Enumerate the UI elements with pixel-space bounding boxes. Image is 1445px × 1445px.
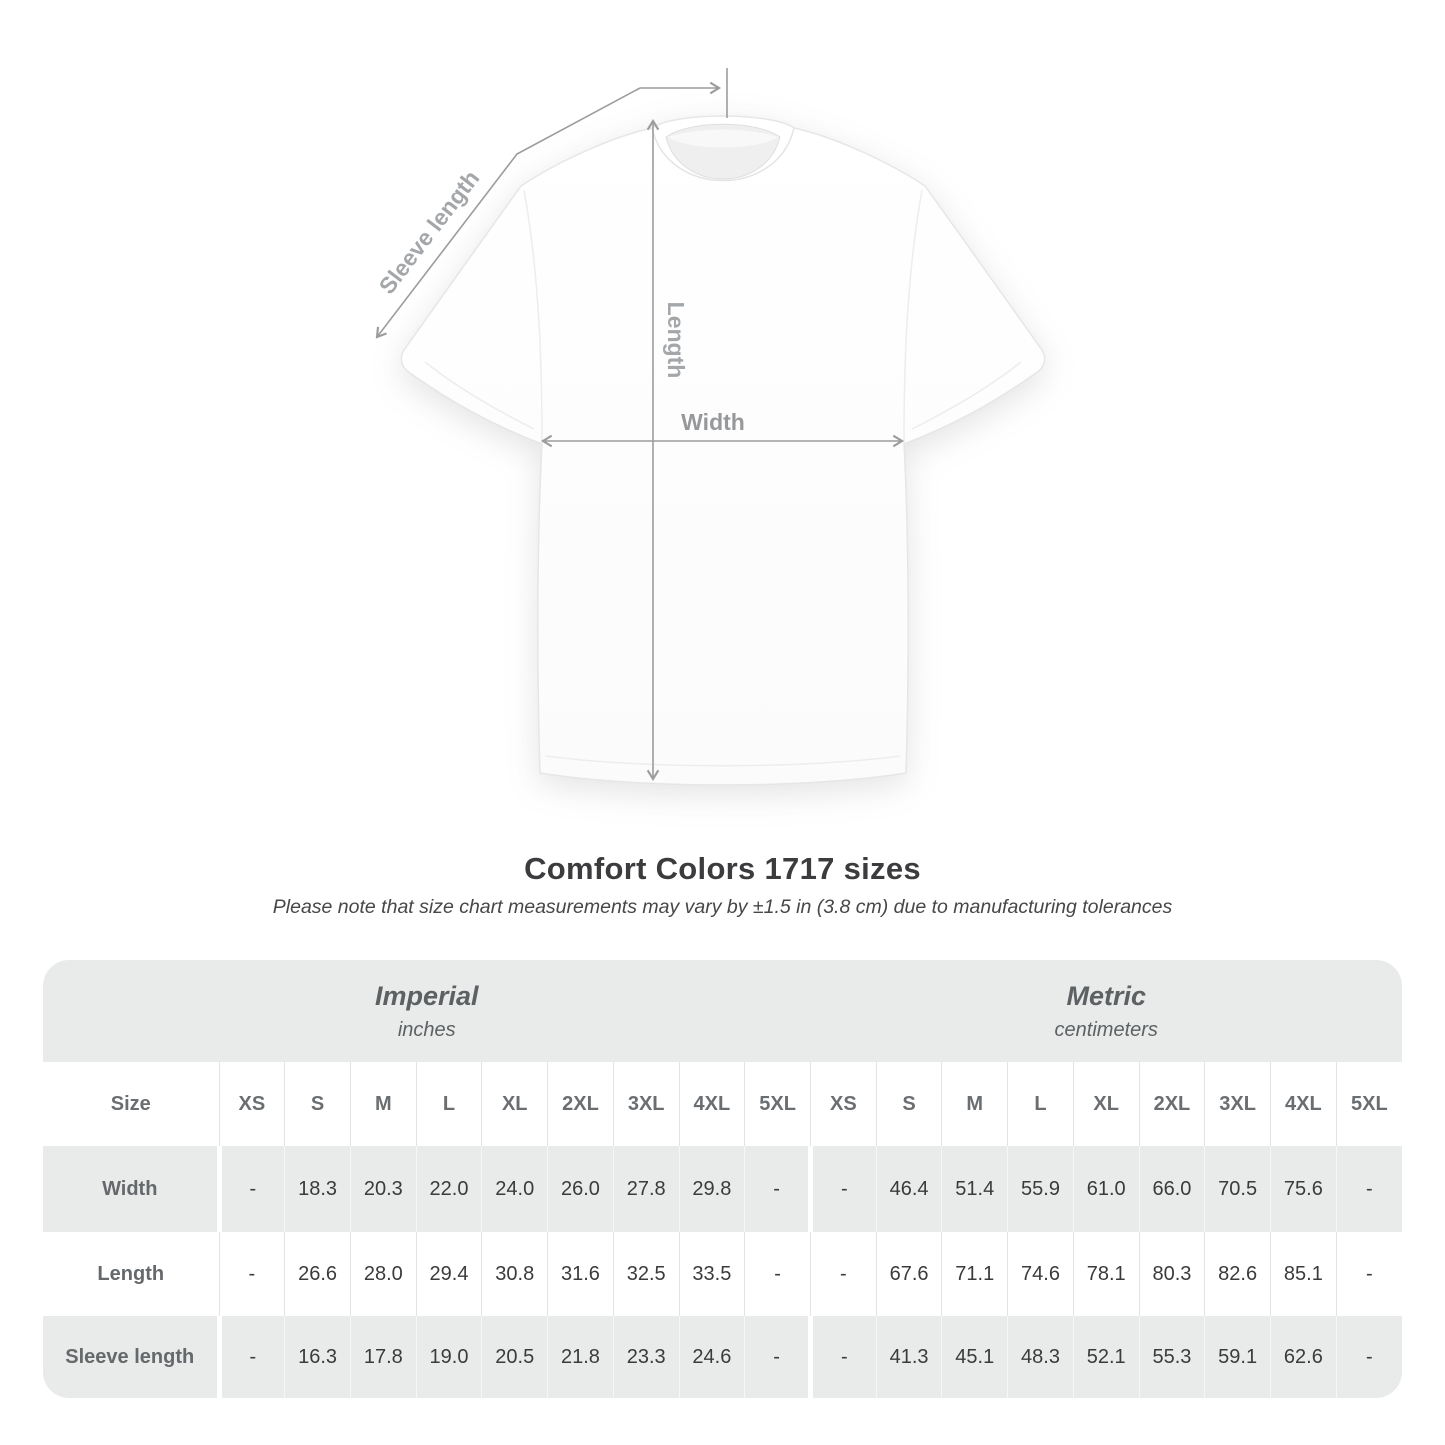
sleeve-length-line [375, 87, 641, 339]
value-cell: 27.8 [612, 1146, 680, 1232]
imperial-header: Imperial inches [43, 960, 810, 1062]
sizes-header-row: Size XS S M L XL 2XL 3XL 4XL 5XL XS S M … [43, 1062, 1402, 1146]
size-header: XL [481, 1062, 548, 1146]
value-cell: - [744, 1316, 811, 1398]
row-label: Sleeve length [65, 1345, 195, 1368]
width-label: Width [681, 409, 745, 435]
tshirt-diagram: Sleeve length Length Width [374, 68, 1046, 786]
value-cell: 67.6 [875, 1232, 942, 1316]
value-cell: 19.0 [415, 1316, 482, 1398]
value-cell: 80.3 [1138, 1232, 1205, 1316]
size-header: 4XL [678, 1062, 745, 1146]
value-cell: 33.5 [678, 1232, 745, 1316]
size-header: 5XL [744, 1062, 811, 1146]
value-cell: 29.4 [415, 1232, 482, 1316]
value-cell: 46.4 [875, 1146, 942, 1232]
measurement-overlay [375, 68, 905, 782]
value-cell: 26.0 [547, 1146, 614, 1232]
value-cell: - [216, 1146, 285, 1232]
value-cell: 78.1 [1072, 1232, 1140, 1316]
value-cell: 18.3 [284, 1146, 351, 1232]
table-row-width: Width - 18.3 20.3 22.0 24.0 26.0 27.8 29… [43, 1146, 1402, 1232]
tolerance-note: Please note that size chart measurements… [272, 896, 1173, 918]
value-cell: 82.6 [1204, 1232, 1271, 1316]
value-cell: 41.3 [875, 1316, 942, 1398]
value-cell: 75.6 [1270, 1146, 1337, 1232]
value-cell: - [744, 1146, 811, 1232]
value-cell: 24.6 [678, 1316, 745, 1398]
value-cell: 22.0 [415, 1146, 482, 1232]
size-header: 2XL [547, 1062, 614, 1146]
value-cell: - [744, 1232, 811, 1316]
length-label: Length [663, 302, 689, 379]
value-cell: 51.4 [941, 1146, 1008, 1232]
value-cell: 70.5 [1204, 1146, 1271, 1232]
imperial-label: Imperial [374, 980, 479, 1011]
size-header: 3XL [1204, 1062, 1271, 1146]
value-cell: - [1335, 1232, 1402, 1316]
value-cell: 59.1 [1204, 1316, 1271, 1398]
table-row-length: Length - 26.6 28.0 29.4 30.8 31.6 32.5 3… [43, 1232, 1402, 1316]
value-cell: - [1335, 1316, 1402, 1398]
value-cell: 85.1 [1270, 1232, 1337, 1316]
size-header: XS [809, 1062, 877, 1146]
size-header: XL [1072, 1062, 1140, 1146]
value-cell: 48.3 [1007, 1316, 1074, 1398]
metric-unit: centimeters [1054, 1018, 1158, 1041]
size-header: 4XL [1270, 1062, 1337, 1146]
value-cell: 31.6 [547, 1232, 614, 1316]
value-cell: 61.0 [1072, 1146, 1140, 1232]
value-cell: 23.3 [612, 1316, 680, 1398]
size-header: 2XL [1138, 1062, 1205, 1146]
value-cell: 45.1 [941, 1316, 1008, 1398]
size-chart-container: Imperial inches Metric centimeters Size … [43, 960, 1402, 1398]
value-cell: 30.8 [481, 1232, 548, 1316]
size-header: 3XL [612, 1062, 680, 1146]
size-header: L [1007, 1062, 1074, 1146]
value-cell: - [807, 1146, 877, 1232]
value-cell: 55.3 [1138, 1316, 1205, 1398]
metric-label: Metric [1066, 980, 1146, 1011]
size-header: 5XL [1335, 1062, 1402, 1146]
metric-header: Metric centimeters [810, 960, 1402, 1062]
size-header: M [941, 1062, 1008, 1146]
value-cell: - [807, 1316, 877, 1398]
size-header: S [284, 1062, 351, 1146]
value-cell: 55.9 [1007, 1146, 1074, 1232]
value-cell: 71.1 [941, 1232, 1008, 1316]
value-cell: 52.1 [1072, 1316, 1140, 1398]
imperial-unit: inches [397, 1018, 456, 1041]
size-header: XS [218, 1062, 285, 1146]
value-cell: - [216, 1316, 285, 1398]
value-cell: - [1335, 1146, 1402, 1232]
row-label: Length [97, 1262, 165, 1285]
units-header-row: Imperial inches Metric centimeters [43, 960, 1402, 1062]
value-cell: 74.6 [1007, 1232, 1074, 1316]
value-cell: 62.6 [1270, 1316, 1337, 1398]
size-header: M [349, 1062, 417, 1146]
value-cell: 24.0 [481, 1146, 548, 1232]
value-cell: 16.3 [284, 1316, 351, 1398]
page-title: Comfort Colors 1717 sizes [524, 851, 921, 886]
value-cell: 66.0 [1138, 1146, 1205, 1232]
value-cell: 17.8 [349, 1316, 417, 1398]
table-row-sleeve-length: Sleeve length - 16.3 17.8 19.0 20.5 21.8… [43, 1316, 1402, 1398]
tshirt-graphic [400, 115, 1046, 786]
value-cell: 29.8 [678, 1146, 745, 1232]
value-cell: 28.0 [349, 1232, 417, 1316]
value-cell: 26.6 [284, 1232, 351, 1316]
value-cell: - [809, 1232, 877, 1316]
row-label: Width [102, 1177, 158, 1200]
size-header: S [875, 1062, 942, 1146]
value-cell: 20.5 [481, 1316, 548, 1398]
value-cell: 32.5 [612, 1232, 680, 1316]
value-cell: 20.3 [349, 1146, 417, 1232]
size-header: L [415, 1062, 482, 1146]
value-cell: 21.8 [547, 1316, 614, 1398]
size-column-header: Size [110, 1092, 151, 1115]
value-cell: - [218, 1232, 285, 1316]
size-chart-table: Imperial inches Metric centimeters Size … [43, 960, 1402, 1398]
